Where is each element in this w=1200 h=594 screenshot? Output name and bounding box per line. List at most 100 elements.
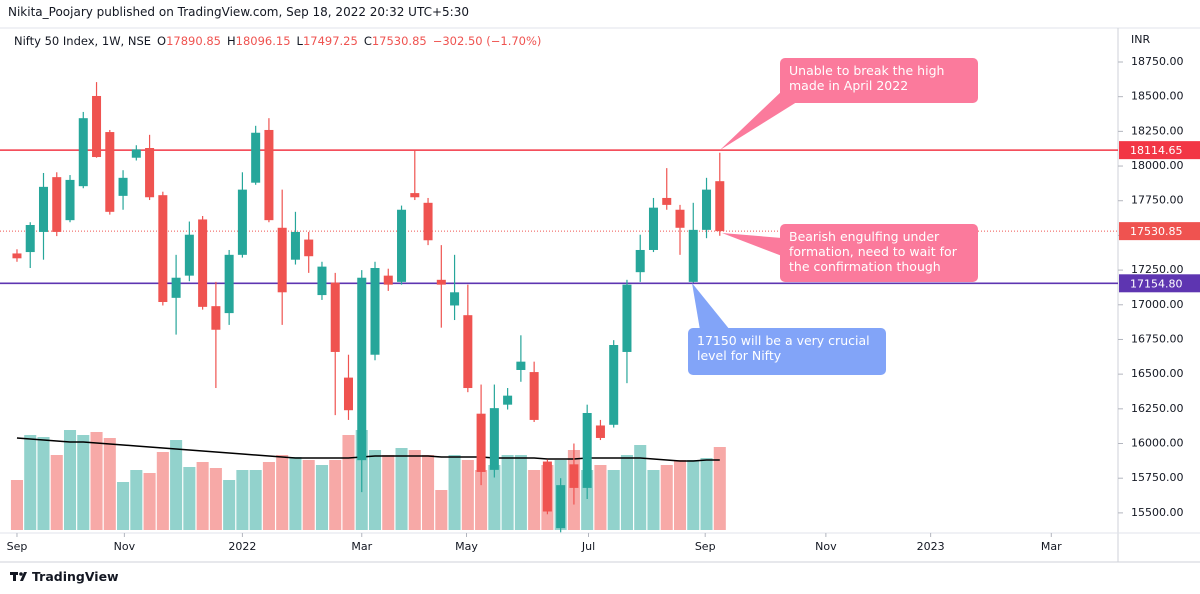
candle-body	[423, 202, 433, 241]
ohlc: O17890.85 H18096.15 L17497.25 C17530.85	[157, 34, 433, 48]
volume-bar	[607, 470, 620, 530]
ohlc-value: 17890.85	[166, 34, 221, 48]
volume-bar	[143, 473, 156, 530]
candle-body	[304, 239, 314, 257]
candle-body	[463, 315, 473, 389]
ohlc-value: 17530.85	[371, 34, 427, 48]
x-tick-label: Mar	[351, 540, 372, 553]
volume-bar	[634, 445, 647, 530]
volume-bar	[262, 462, 275, 530]
callout: 17150 will be a very crucial level for N…	[688, 328, 886, 375]
candle-body	[52, 177, 62, 232]
candle-body	[105, 132, 115, 212]
candle-body	[25, 225, 35, 253]
candle-body	[595, 425, 605, 438]
candle-body	[383, 275, 393, 285]
volume-bar	[77, 435, 90, 530]
candle-body	[211, 306, 221, 330]
x-tick-label: Sep	[7, 540, 28, 553]
volume-bar	[50, 455, 63, 530]
volume-bar	[713, 447, 726, 530]
y-tick-label: 18000.00	[1131, 159, 1184, 172]
candle-body	[675, 209, 685, 228]
callout: Bearish engulfing under formation, need …	[780, 224, 978, 282]
candle-body	[662, 197, 672, 205]
volume-bar	[223, 480, 236, 530]
candle-body	[237, 189, 247, 255]
callout-pointer	[692, 283, 730, 330]
candle-body	[158, 195, 168, 303]
ohlc-key: H	[226, 34, 236, 48]
volume-bar	[435, 490, 448, 530]
ohlc-value: 18096.15	[235, 34, 291, 48]
candle-body	[450, 292, 460, 306]
x-tick-label: Jul	[581, 540, 595, 553]
candle-body	[503, 395, 513, 405]
volume-bar	[660, 465, 673, 530]
callout: Unable to break the high made in April 2…	[780, 58, 978, 103]
candle-body	[529, 372, 539, 420]
volume-bar	[10, 480, 24, 530]
candle-body	[648, 207, 658, 250]
candle-body	[702, 189, 712, 230]
volume-bar	[620, 455, 633, 530]
candle-body	[92, 95, 102, 158]
volume-bar	[528, 470, 541, 530]
callout-pointer	[722, 233, 782, 256]
volume-bar	[368, 450, 382, 530]
ohlc-key: O	[157, 34, 167, 48]
price-label: 17530.85	[1130, 225, 1183, 238]
volume-bar	[302, 460, 315, 530]
published-line: Nikita_Poojary published on TradingView.…	[8, 5, 469, 19]
price-label: 18114.65	[1130, 144, 1183, 157]
x-tick-label: Nov	[114, 540, 136, 553]
volume-bar	[475, 470, 488, 530]
y-tick-label: 18750.00	[1131, 55, 1184, 68]
volume-bar	[63, 430, 77, 530]
candle-body	[436, 279, 446, 285]
candle-body	[715, 181, 725, 232]
volume-bar	[448, 455, 461, 530]
volume-bar	[422, 455, 435, 530]
volume-bar	[342, 435, 355, 530]
y-tick-label: 17250.00	[1131, 263, 1184, 276]
volume-bar	[236, 470, 249, 530]
y-tick-label: 16250.00	[1131, 402, 1184, 415]
brand: TradingView	[32, 569, 119, 584]
candle-body	[317, 266, 327, 296]
candle-body	[198, 219, 208, 307]
candle-body	[343, 377, 353, 411]
volume-bar	[276, 455, 289, 530]
candle-body	[78, 118, 88, 187]
volume-bar	[209, 468, 222, 530]
candle-body	[12, 253, 22, 259]
price-label-box	[1119, 141, 1200, 160]
volume-bar	[408, 450, 421, 530]
y-tick-label: 15500.00	[1131, 506, 1184, 519]
candle-body	[688, 229, 698, 282]
y-tick-label: 17000.00	[1131, 298, 1184, 311]
x-tick-label: May	[455, 540, 478, 553]
volume-bar	[700, 458, 713, 530]
price-label-box	[1119, 274, 1200, 293]
candle-body	[118, 177, 128, 196]
candle-body	[224, 254, 234, 314]
candle-body	[65, 179, 75, 221]
candle-body	[542, 461, 552, 512]
volume-bar	[196, 462, 209, 530]
candle-body	[609, 345, 619, 425]
volume-bar	[117, 482, 130, 530]
candle-body	[410, 193, 420, 198]
y-tick-label: 16500.00	[1131, 367, 1184, 380]
candle-body	[277, 227, 287, 293]
ohlc-key: C	[363, 34, 372, 48]
candle-body	[290, 231, 300, 260]
candle-body	[635, 249, 645, 273]
volume-bar	[315, 465, 328, 530]
volume-bar	[329, 460, 342, 530]
candle-body	[145, 148, 155, 198]
candle-body	[38, 186, 49, 232]
candle-body	[569, 464, 579, 488]
